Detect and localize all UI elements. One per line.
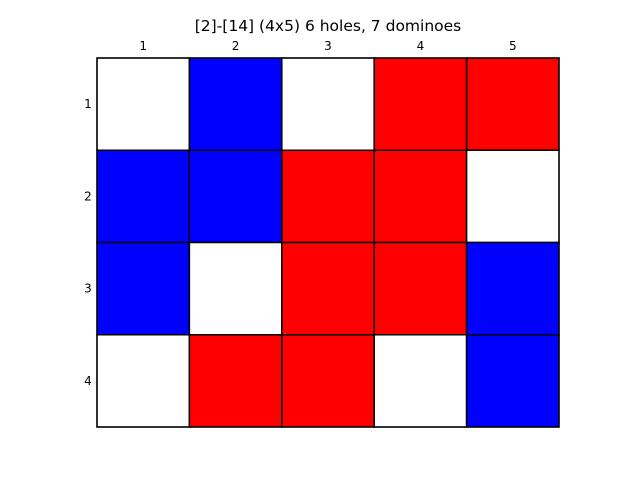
grid-cell-r3-c5-blue	[465, 241, 560, 336]
grid-cell-r2-c4-red	[373, 149, 468, 244]
column-label: 4	[417, 39, 425, 53]
column-label: 5	[509, 39, 517, 53]
grid-cell-r2-c5-white	[465, 149, 560, 244]
grid-frame	[96, 57, 560, 428]
grid-cell-r2-c3-red	[281, 149, 375, 244]
grid-cell-r1-c3-white	[281, 57, 375, 151]
row-label: 2	[84, 189, 92, 203]
column-label: 2	[232, 39, 240, 53]
row-label: 1	[84, 97, 92, 111]
grid-cell-r4-c4-white	[373, 334, 468, 428]
grid-cell-r1-c2-blue	[188, 57, 283, 151]
grid-cell-r3-c1-blue	[96, 241, 191, 336]
row-labels: 1 2 3 4	[84, 97, 92, 388]
grid-cell-r4-c3-red	[281, 334, 375, 428]
column-label: 1	[139, 39, 147, 53]
grid-cell-r3-c3-red	[281, 241, 375, 336]
grid-cell-r4-c2-red	[188, 334, 283, 428]
grid-cell-r4-c1-white	[96, 334, 191, 428]
grid-cells	[96, 57, 560, 428]
grid-cell-r3-c2-white	[188, 241, 283, 336]
row-label: 3	[84, 282, 92, 296]
grid-cell-r3-c4-red	[373, 241, 468, 336]
figure-title: [2]-[14] (4x5) 6 holes, 7 dominoes	[195, 17, 462, 35]
grid-cell-r1-c4-red	[373, 57, 468, 151]
grid-cell-r1-c5-red	[465, 57, 560, 151]
grid-cell-r2-c1-blue	[96, 149, 191, 244]
row-label: 4	[84, 374, 92, 388]
grid-cell-r1-c1-white	[96, 57, 191, 151]
grid-cell-r4-c5-blue	[465, 334, 560, 428]
grid-cell-r2-c2-blue	[188, 149, 283, 244]
column-label: 3	[324, 39, 332, 53]
column-labels: 1 2 3 4 5	[139, 39, 516, 53]
